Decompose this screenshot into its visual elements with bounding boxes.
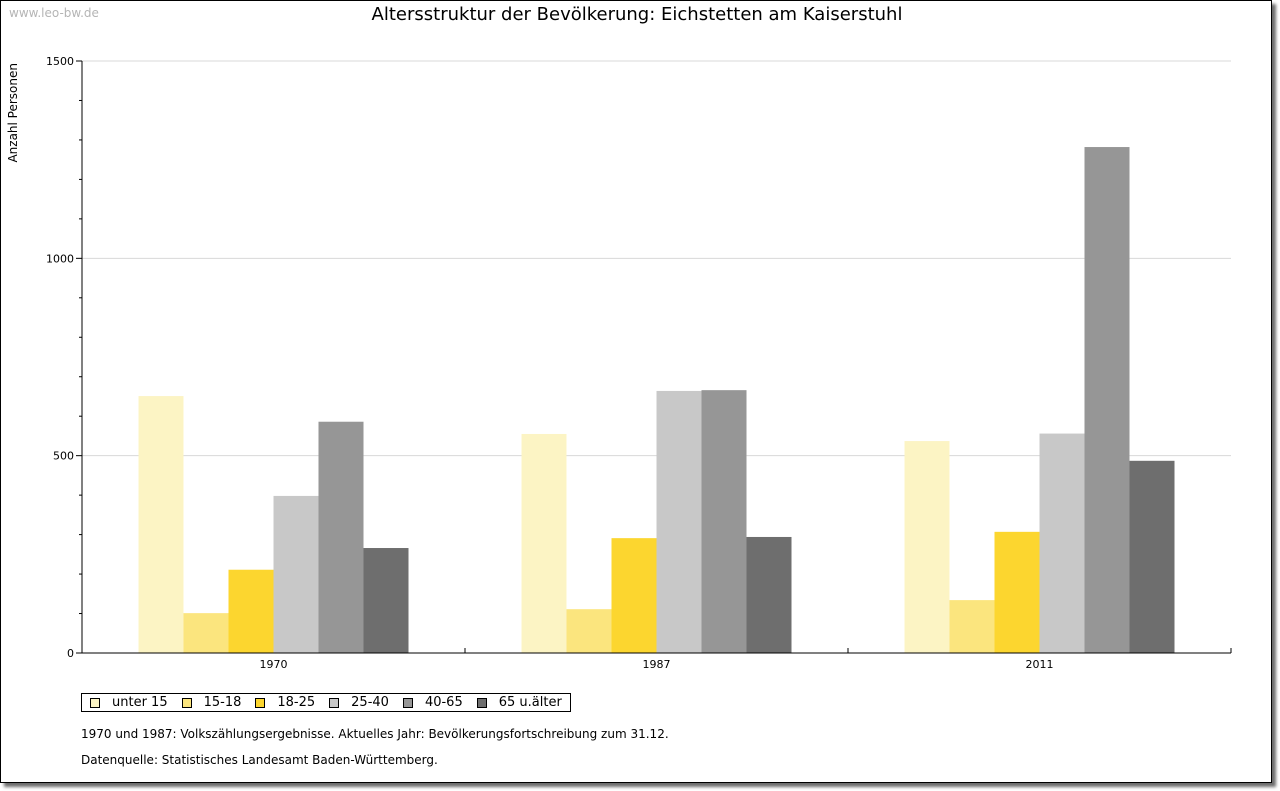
bar-1970-18-25 <box>228 569 274 653</box>
legend-label: 25-40 <box>351 695 389 710</box>
y-axis-label: Anzahl Personen <box>6 63 20 163</box>
legend-swatch <box>255 697 266 708</box>
bar-1987-unter-15 <box>521 433 567 653</box>
legend-item: 65 u.älter <box>476 695 562 710</box>
bar-2011-18-25 <box>994 531 1040 653</box>
legend: unter 15 15-18 18-25 25-40 40-65 65 u.älter <box>81 693 571 712</box>
legend-item: 25-40 <box>329 695 389 710</box>
bar-1970-65-u-lter <box>363 548 409 653</box>
legend-swatch <box>329 697 340 708</box>
bar-1987-25-40 <box>656 390 702 653</box>
bar-1987-65-u-lter <box>746 536 792 653</box>
y-tick-label: 1500 <box>46 55 74 68</box>
bar-1970-unter-15 <box>138 396 184 653</box>
legend-swatch <box>181 697 192 708</box>
chart-title: Altersstruktur der Bevölkerung: Eichstet… <box>371 4 903 25</box>
y-tick-label: 0 <box>67 647 74 660</box>
legend-swatch <box>402 697 413 708</box>
legend-item: 15-18 <box>181 695 242 710</box>
y-tick-label: 1000 <box>46 252 74 265</box>
bar-2011-15-18 <box>949 600 995 653</box>
legend-item: unter 15 <box>90 695 168 710</box>
bar-chart: 0 500 1000 1500 Anzahl Personen 1970 1987 2011 <box>6 55 1232 671</box>
bar-2011-40-65 <box>1084 147 1130 653</box>
legend-label: 18-25 <box>277 695 316 710</box>
legend-label: 65 u.älter <box>498 695 562 710</box>
bar-1970-40-65 <box>318 421 364 653</box>
bar-2011-25-40 <box>1039 433 1085 653</box>
legend-item: 40-65 <box>402 695 463 710</box>
y-tick-label: 500 <box>53 450 74 463</box>
legend-label: unter 15 <box>112 695 168 710</box>
legend-label: 40-65 <box>424 695 463 710</box>
bar-1987-15-18 <box>566 609 612 653</box>
legend-item: 18-25 <box>255 695 315 710</box>
source-text: Datenquelle: Statistisches Landesamt Bad… <box>81 753 438 767</box>
watermark: www.leo-bw.de <box>9 6 99 20</box>
bar-2011-65-u-lter <box>1129 460 1175 653</box>
bar-1987-40-65 <box>701 390 747 653</box>
x-tick-label: 1987 <box>643 658 671 671</box>
legend-swatch <box>90 697 100 708</box>
legend-swatch <box>476 697 487 708</box>
x-tick-label: 1970 <box>260 658 288 671</box>
bar-2011-unter-15 <box>904 441 950 653</box>
bar-1970-25-40 <box>273 495 319 653</box>
footnote-text: 1970 und 1987: Volkszählungsergebnisse. … <box>81 727 669 741</box>
bar-1970-15-18 <box>183 613 229 653</box>
x-tick-label: 2011 <box>1026 658 1054 671</box>
bar-1987-18-25 <box>611 538 657 653</box>
legend-label: 15-18 <box>203 695 242 710</box>
